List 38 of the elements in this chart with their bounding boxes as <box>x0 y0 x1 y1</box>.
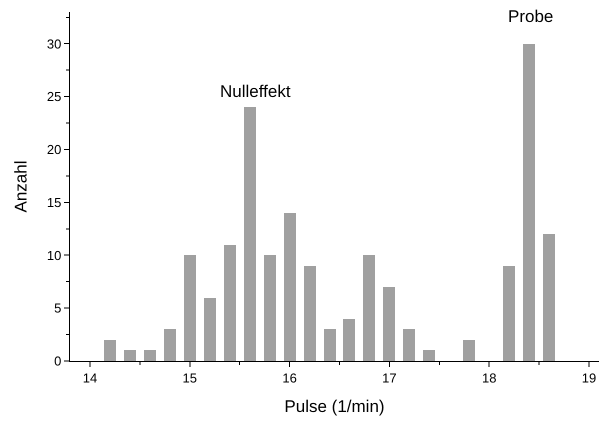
y-tick-label: 30 <box>46 36 62 52</box>
bar <box>383 287 395 361</box>
y-tick-label: 25 <box>46 89 62 104</box>
x-tick-label: 17 <box>382 370 397 386</box>
x-tick-label: 16 <box>282 370 297 386</box>
y-tick-label: 0 <box>54 354 62 369</box>
bar <box>324 329 336 361</box>
bar <box>343 319 355 361</box>
y-tick-label: 20 <box>46 142 62 158</box>
y-tick-label: 5 <box>54 300 62 316</box>
y-axis-title: Anzahl <box>11 160 30 212</box>
bar <box>503 266 515 361</box>
y-tick-label: 15 <box>46 194 62 210</box>
bar <box>264 255 276 361</box>
bar <box>144 350 156 361</box>
bar <box>164 329 176 361</box>
bar <box>304 266 316 361</box>
bar <box>184 255 196 361</box>
x-axis-title: Pulse (1/min) <box>284 397 385 416</box>
bar <box>523 44 535 361</box>
bar <box>363 255 375 361</box>
bar <box>104 340 116 361</box>
x-tick-label: 18 <box>482 370 496 386</box>
y-tick-label: 10 <box>46 248 62 263</box>
x-tick-label: 19 <box>582 370 596 386</box>
bar <box>124 350 136 361</box>
bar <box>463 340 475 361</box>
bar <box>204 298 216 361</box>
bar <box>423 350 435 361</box>
annotation: Nulleffekt <box>220 82 291 101</box>
bar <box>543 234 555 361</box>
annotation: Probe <box>508 7 554 26</box>
bar <box>224 245 236 361</box>
bar <box>244 107 256 361</box>
x-tick-label: 15 <box>182 370 198 386</box>
x-tick-label: 14 <box>82 370 98 386</box>
bar <box>284 213 296 361</box>
bar <box>403 329 415 361</box>
